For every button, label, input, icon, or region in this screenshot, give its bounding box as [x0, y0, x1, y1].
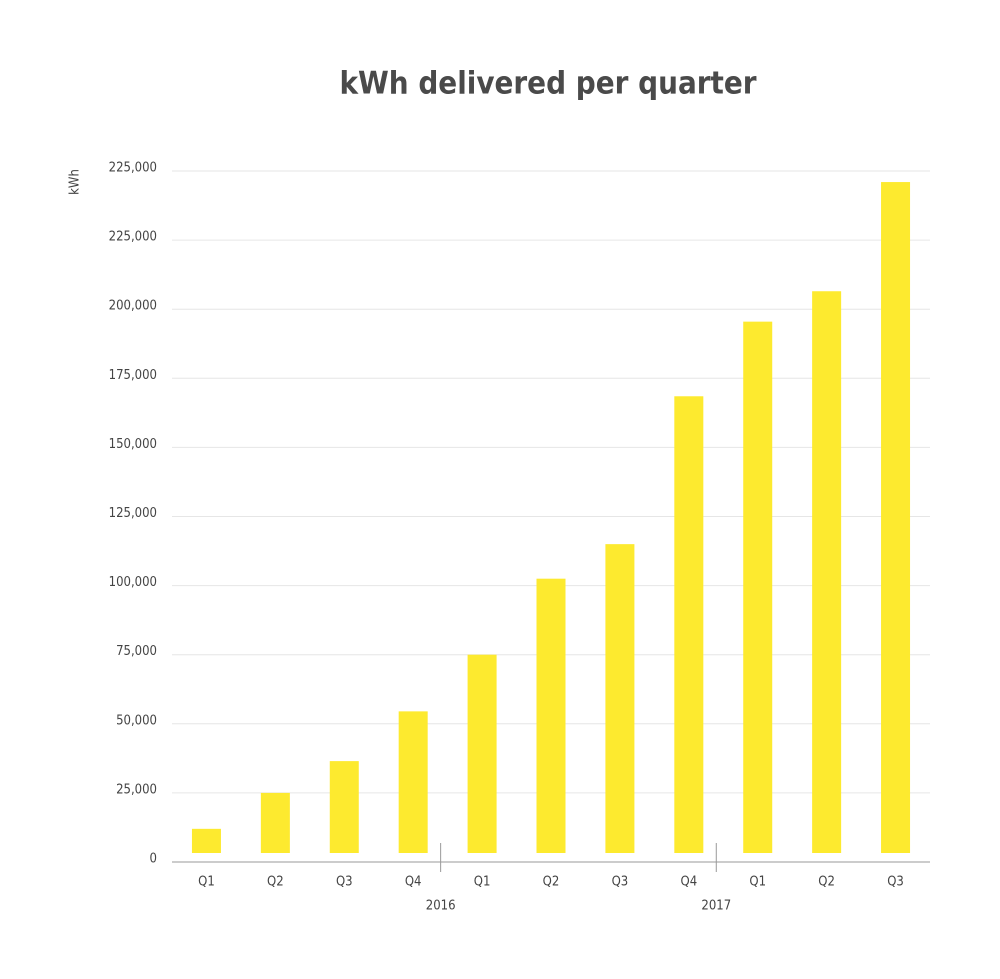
- y-tick-label: 50,000: [116, 713, 157, 728]
- y-tick-label: 125,000: [109, 506, 157, 521]
- bar: [812, 291, 842, 853]
- x-tick-label: Q3: [612, 875, 629, 890]
- bar: [881, 182, 911, 853]
- y-tick-label: 175,000: [109, 368, 157, 383]
- y-tick-label: 100,000: [109, 575, 157, 590]
- y-tick-label: 150,000: [109, 437, 157, 452]
- x-tick-label: Q2: [818, 875, 835, 890]
- x-tick-label: Q3: [887, 875, 904, 890]
- x-tick-label: Q1: [198, 875, 215, 890]
- y-tick-label: 225,000: [109, 230, 157, 245]
- bar: [329, 761, 359, 853]
- y-tick-label: 25,000: [116, 782, 157, 797]
- x-tick-label: Q2: [267, 875, 284, 890]
- year-label: 2016: [426, 899, 456, 914]
- bar: [536, 578, 566, 853]
- bar: [260, 792, 290, 853]
- bar: [398, 711, 428, 853]
- x-tick-label: Q3: [336, 875, 353, 890]
- bar: [743, 321, 773, 853]
- year-label: 2017: [701, 899, 731, 914]
- x-tick-label: Q1: [749, 875, 766, 890]
- y-tick-label: 225,000: [109, 161, 157, 176]
- x-tick-label: Q1: [474, 875, 491, 890]
- x-tick-label: Q4: [405, 875, 422, 890]
- y-tick-label: 75,000: [116, 644, 157, 659]
- bar: [191, 828, 221, 853]
- y-axis-label: kWh: [68, 169, 83, 195]
- bar: [605, 544, 635, 853]
- chart-title: kWh delivered per quarter: [339, 66, 756, 102]
- bar: [467, 654, 497, 853]
- x-tick-label: Q2: [543, 875, 560, 890]
- x-tick-label: Q4: [680, 875, 697, 890]
- bar: [674, 396, 704, 853]
- y-tick-label: 0: [150, 852, 157, 867]
- y-tick-label: 200,000: [109, 299, 157, 314]
